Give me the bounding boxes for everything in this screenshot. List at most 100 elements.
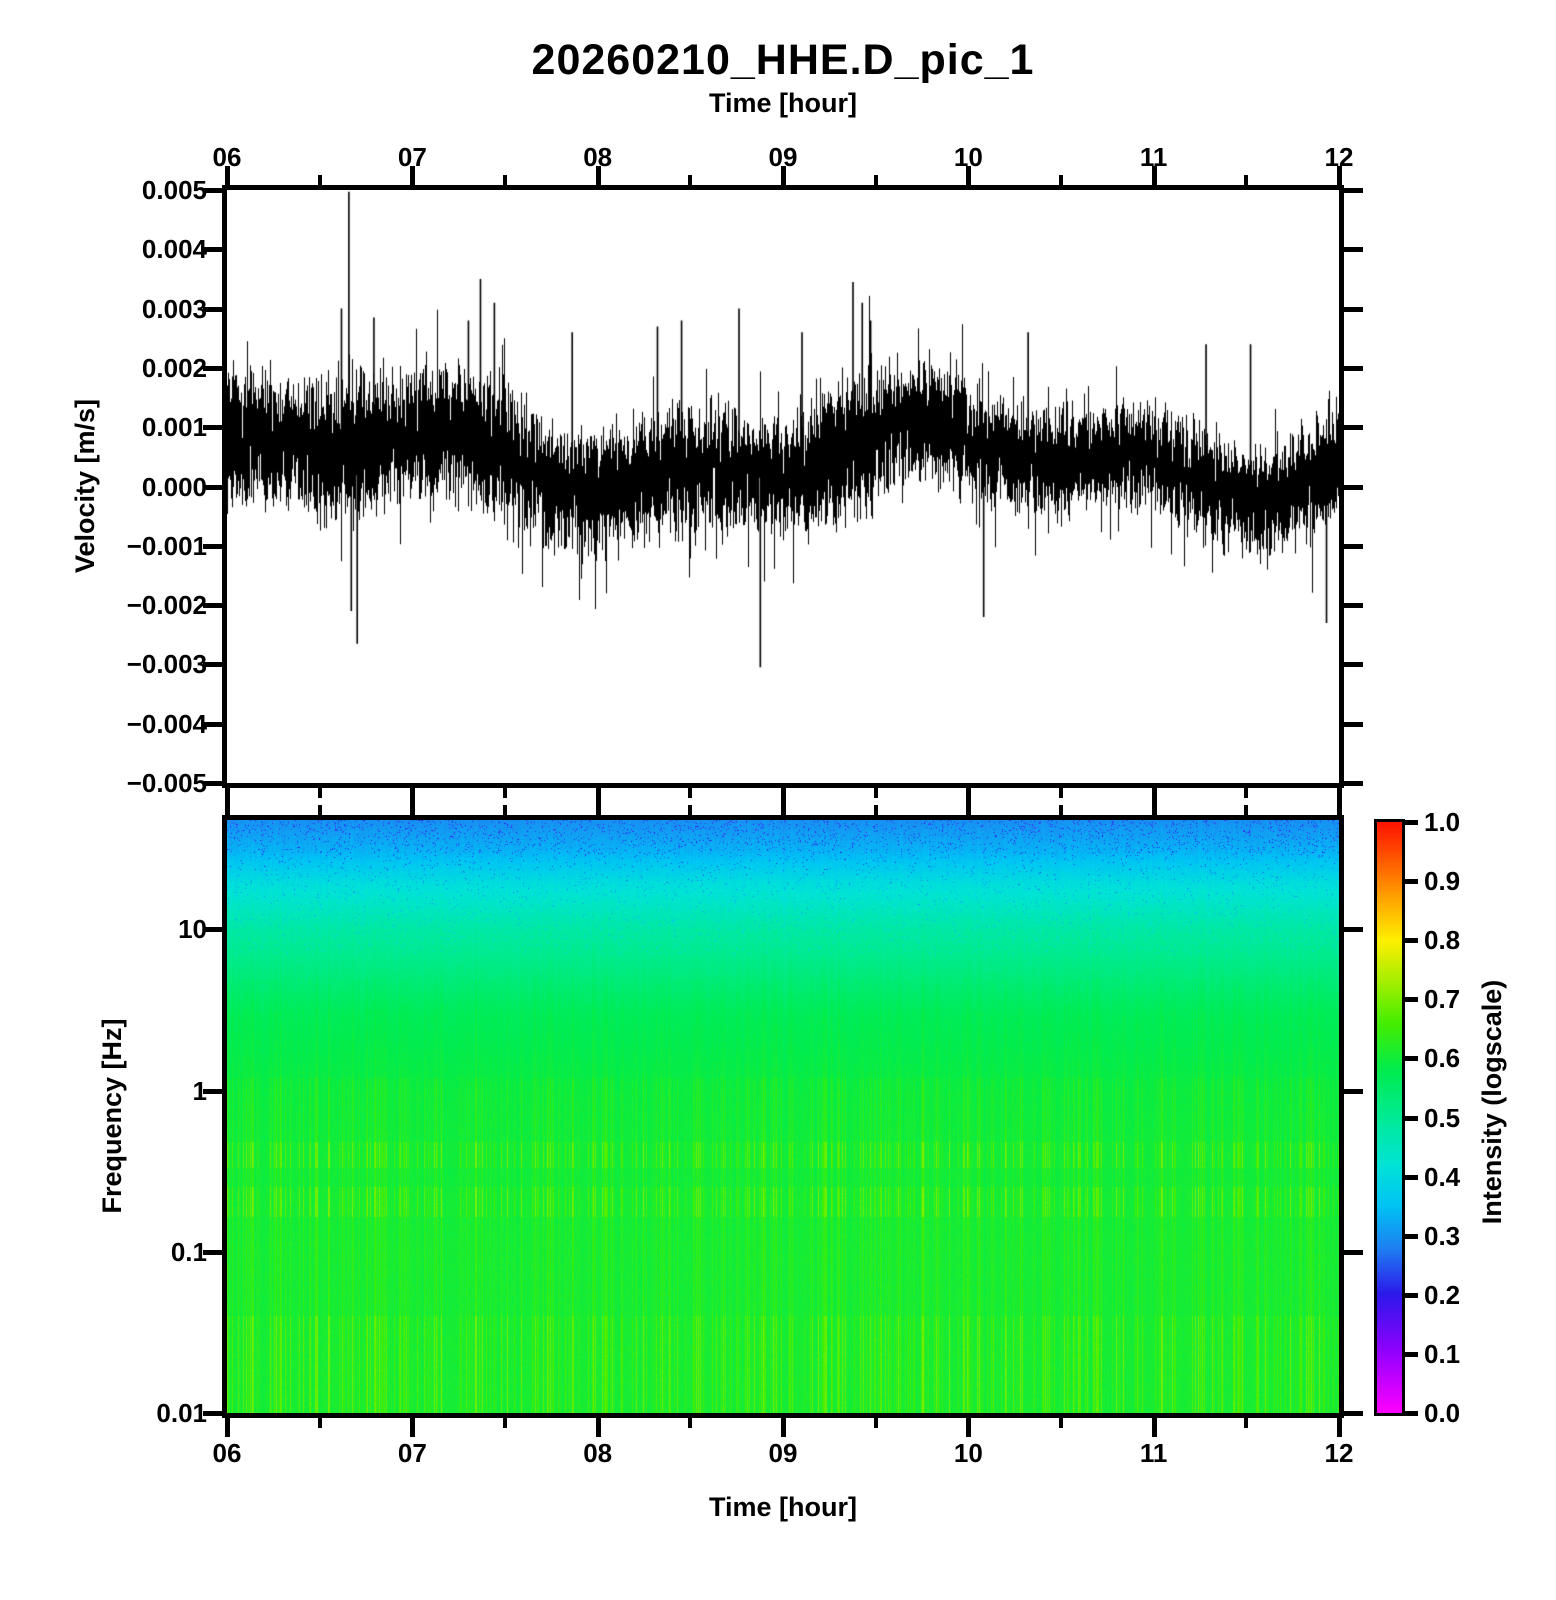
velocity-tick: [1341, 781, 1363, 786]
velocity-tick-label: 0.000: [141, 471, 207, 502]
velocity-tick: [1341, 425, 1363, 431]
frequency-tick: [203, 1088, 225, 1094]
x-major-tick: [966, 1415, 972, 1437]
colorbar-tick-label: 0.3: [1424, 1220, 1461, 1251]
hour-tick-label-bottom: 08: [583, 1438, 613, 1468]
frequency-tick-label: 0.1: [170, 1236, 207, 1267]
x-minor-tick: [317, 175, 322, 188]
x-minor-tick: [503, 805, 507, 818]
velocity-tick-label: −0.003: [126, 649, 207, 680]
x-minor-tick: [873, 1415, 878, 1428]
x-minor-tick: [873, 175, 878, 188]
x-minor-tick: [1244, 785, 1249, 798]
velocity-tick: [203, 484, 225, 490]
colorbar-border: [1374, 819, 1405, 1416]
x-minor-tick: [1244, 1415, 1249, 1428]
x-major-tick: [410, 166, 416, 188]
x-major-tick: [225, 796, 230, 818]
x-major-tick: [410, 796, 416, 818]
x-major-tick: [1151, 166, 1157, 188]
figure-title: 20260210_HHE.D_pic_1: [531, 36, 1035, 84]
velocity-tick: [203, 425, 225, 431]
hour-tick-label-top: 07: [397, 142, 427, 172]
colorbar-tick: [1404, 1351, 1418, 1357]
x-minor-tick: [503, 1415, 507, 1428]
velocity-tick: [1341, 543, 1363, 549]
frequency-tick: [203, 1411, 225, 1416]
colorbar-tick: [1404, 997, 1418, 1003]
hour-tick-label-top: 11: [1139, 142, 1168, 172]
velocity-tick: [1341, 662, 1363, 668]
colorbar-tick-label: 0.5: [1424, 1102, 1461, 1133]
colorbar-tick-label: 0.7: [1424, 984, 1461, 1015]
x-major-tick: [966, 166, 972, 188]
x-major-tick: [1337, 1415, 1342, 1437]
velocity-tick-label: 0.005: [141, 175, 207, 205]
spectrogram-border: [222, 815, 1344, 1418]
x-minor-tick: [873, 785, 878, 798]
x-major-tick: [781, 166, 786, 188]
spectrogram-canvas: [227, 820, 1339, 1413]
colorbar-tick: [1404, 1115, 1418, 1121]
x-minor-tick: [1059, 805, 1063, 818]
hour-tick-label-bottom: 07: [397, 1438, 427, 1468]
velocity-tick: [1341, 721, 1363, 727]
x-major-tick: [966, 796, 972, 818]
x-minor-tick: [1244, 175, 1249, 188]
x-major-tick: [225, 1415, 230, 1437]
colorbar-tick-label: 0.4: [1424, 1161, 1461, 1192]
x-minor-tick: [317, 1415, 322, 1428]
x-minor-tick: [1059, 785, 1063, 798]
x-major-tick: [1151, 796, 1157, 818]
frequency-tick: [203, 1249, 225, 1255]
velocity-tick-label: 0.001: [141, 412, 207, 443]
colorbar-tick: [1404, 1174, 1418, 1180]
colorbar-tick: [1404, 938, 1418, 944]
velocity-tick: [203, 662, 225, 668]
x-minor-tick: [317, 805, 322, 818]
velocity-tick: [1341, 188, 1363, 193]
hour-tick-label-top: 08: [583, 142, 613, 172]
frequency-tick: [1341, 1088, 1363, 1094]
x-minor-tick: [688, 785, 693, 798]
x-minor-tick: [503, 175, 507, 188]
colorbar-tick-label: 0.8: [1424, 925, 1461, 956]
x-minor-tick: [317, 785, 322, 798]
hour-tick-label-bottom: 06: [212, 1438, 242, 1468]
x-major-tick: [595, 796, 601, 818]
colorbar-canvas: [1377, 822, 1402, 1413]
bottom-time-axis-label: Time [hour]: [709, 1492, 857, 1522]
x-major-tick: [225, 166, 230, 188]
velocity-tick-label: −0.004: [126, 708, 207, 739]
velocity-tick-label: 0.002: [141, 352, 207, 383]
colorbar-tick-label: 0.9: [1424, 866, 1461, 897]
frequency-tick: [1341, 927, 1363, 933]
colorbar-tick: [1404, 1056, 1418, 1062]
velocity-tick-label: 0.003: [141, 293, 207, 324]
velocity-tick-label: 0.004: [141, 234, 207, 265]
colorbar-tick: [1404, 1292, 1418, 1298]
velocity-tick: [1341, 306, 1363, 312]
hour-tick-label-bottom: 12: [1324, 1438, 1354, 1468]
x-major-tick: [1337, 166, 1342, 188]
hour-tick-label-bottom: 11: [1139, 1438, 1168, 1468]
frequency-tick-label: 10: [178, 914, 207, 945]
hour-tick-label-top: 12: [1324, 142, 1354, 172]
x-minor-tick: [503, 785, 507, 798]
colorbar-tick: [1404, 1233, 1418, 1239]
colorbar-tick: [1404, 879, 1418, 885]
waveform-canvas: [227, 190, 1339, 783]
x-major-tick: [595, 166, 601, 188]
frequency-tick-label: 1: [192, 1075, 207, 1106]
velocity-tick: [1341, 603, 1363, 609]
velocity-tick: [203, 247, 225, 253]
hour-tick-label-top: 10: [953, 142, 983, 172]
hour-tick-label-top: 09: [768, 142, 798, 172]
x-major-tick: [781, 1415, 786, 1437]
velocity-tick: [1341, 365, 1363, 371]
colorbar-tick-label: 1.0: [1424, 807, 1461, 837]
velocity-tick: [203, 306, 225, 312]
top-time-axis-label: Time [hour]: [709, 88, 857, 118]
frequency-tick: [203, 927, 225, 933]
